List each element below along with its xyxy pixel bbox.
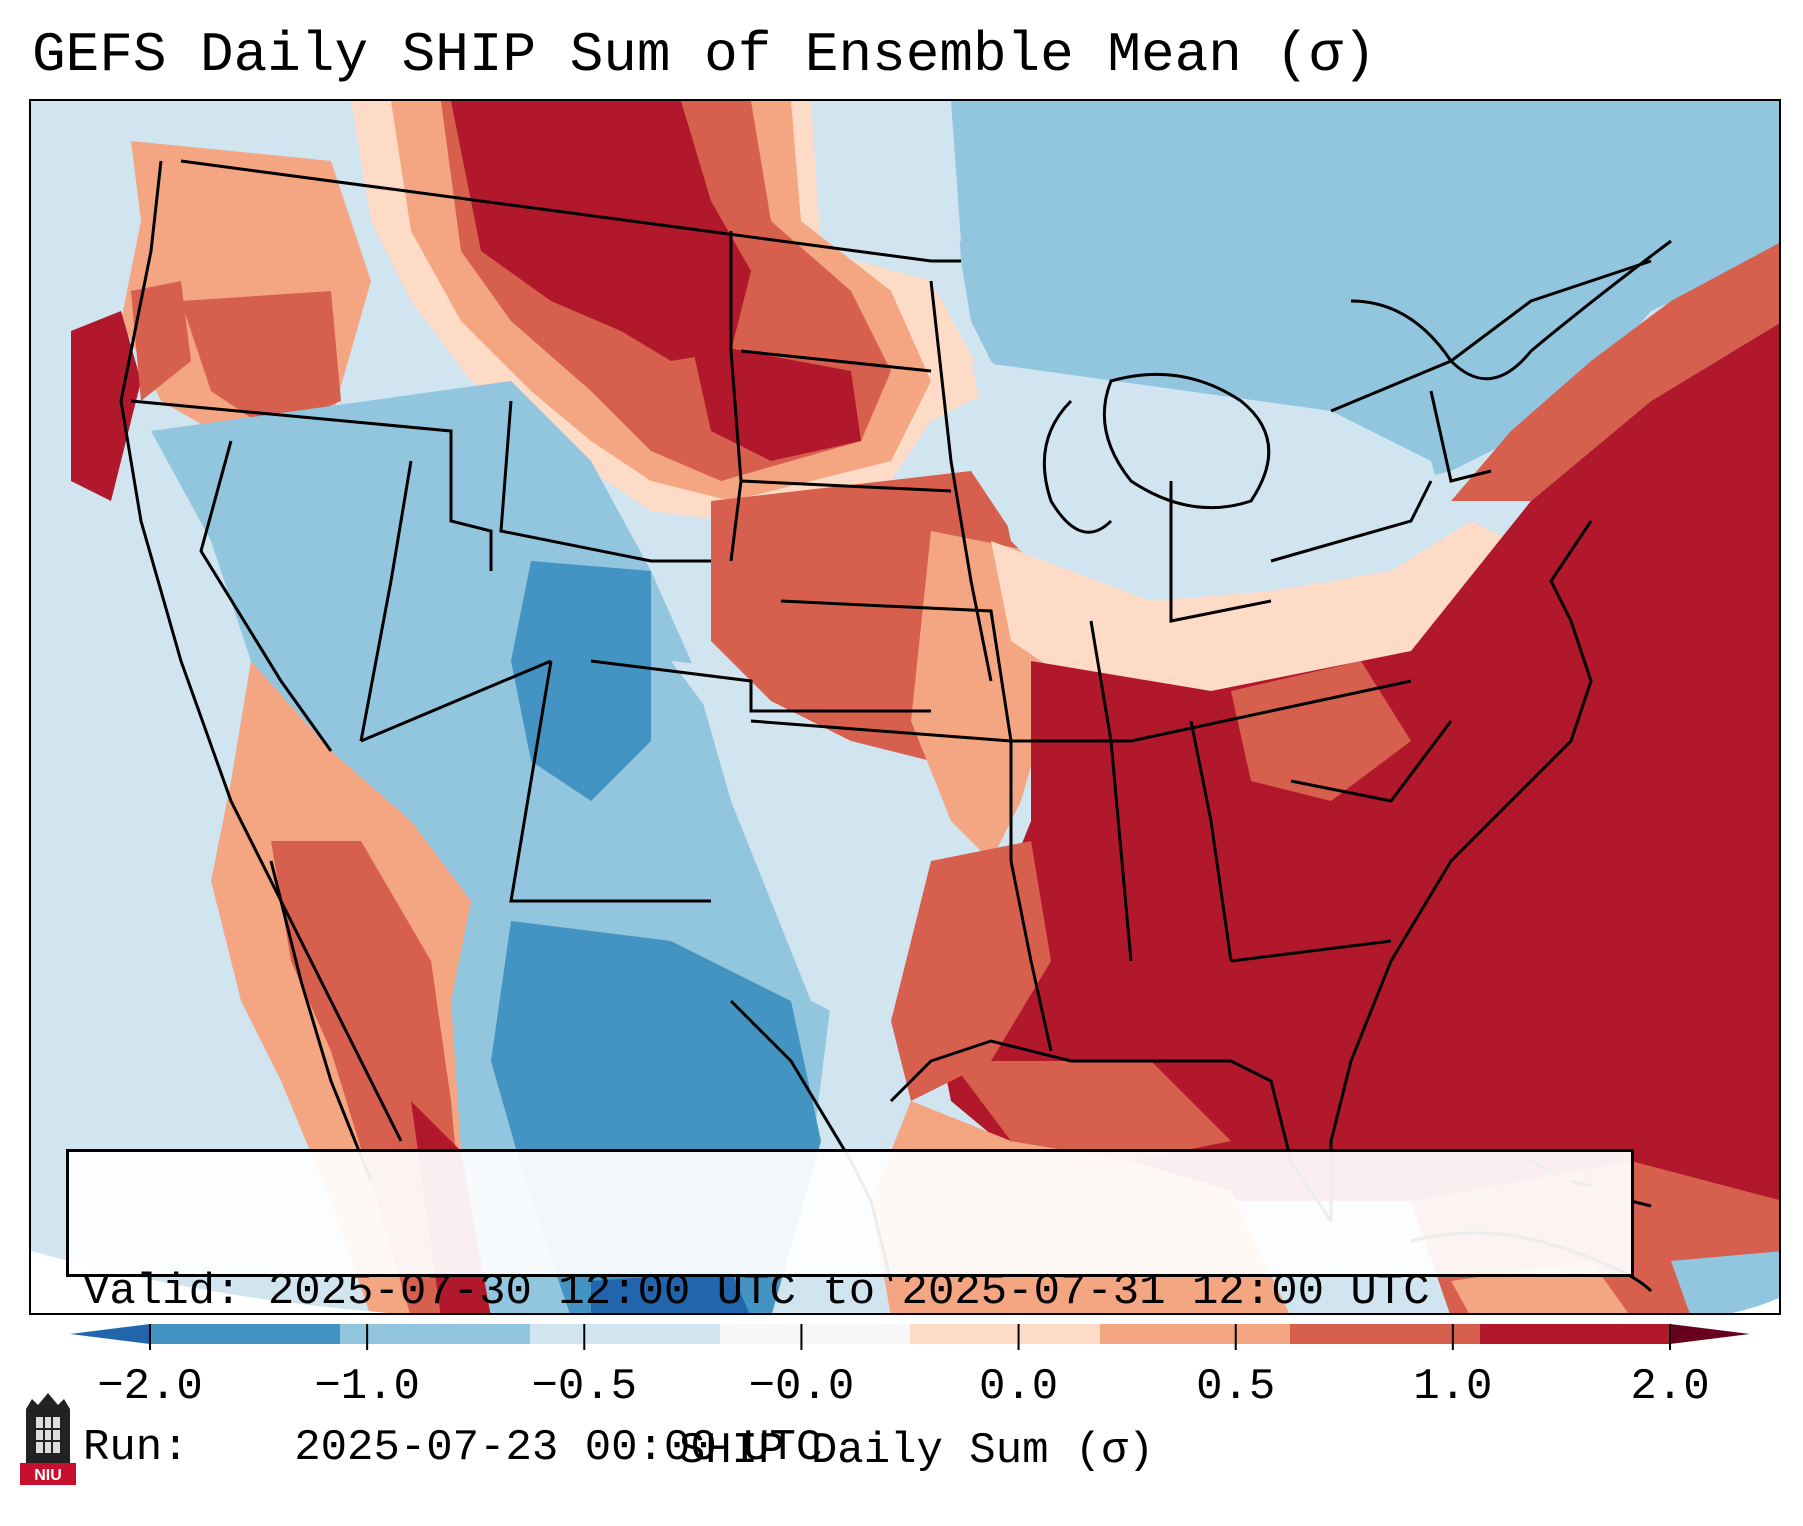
valid-line: Valid: 2025-07-30 12:00 UTC to 2025-07-3… bbox=[83, 1266, 1631, 1318]
region-caribbean-cool bbox=[1671, 1251, 1779, 1313]
us-canada-border bbox=[180, 159, 961, 263]
region-utah-colorado-deep bbox=[511, 561, 651, 801]
state-line-ok bbox=[750, 719, 1012, 743]
state-line-sc bbox=[1290, 720, 1453, 803]
atlantic-coastline bbox=[1329, 520, 1593, 1221]
state-line-oh bbox=[1169, 481, 1272, 623]
region-coast-max bbox=[71, 311, 141, 501]
valid-label: Valid: bbox=[83, 1267, 242, 1317]
state-line-ne-border bbox=[1330, 259, 1652, 413]
state-line-ks-mo bbox=[780, 599, 1013, 861]
tick-label: −1.0 bbox=[314, 1362, 420, 1412]
state-line-mn bbox=[929, 280, 993, 682]
logo-text: NIU bbox=[34, 1467, 62, 1484]
state-line-tn bbox=[1011, 679, 1412, 743]
region-gulf-west-warm bbox=[891, 841, 1051, 1101]
colorbar-segment bbox=[1480, 1324, 1671, 1344]
state-line-1 bbox=[130, 399, 493, 571]
colorbar-segments bbox=[150, 1324, 1671, 1344]
run-line: Run: 2025-07-23 00:00 UTC bbox=[83, 1422, 1631, 1474]
validity-info-box: Valid: 2025-07-30 12:00 UTC to 2025-07-3… bbox=[66, 1149, 1634, 1473]
tick-label: 0.5 bbox=[1196, 1362, 1276, 1412]
state-line-al-ga bbox=[1189, 720, 1233, 962]
colorbar-segment bbox=[530, 1324, 721, 1344]
colorbar-under-arrow bbox=[70, 1324, 150, 1344]
colorbar-segment bbox=[1100, 1324, 1291, 1344]
region-oregon-warm bbox=[181, 291, 341, 431]
tick-label: 0.0 bbox=[978, 1362, 1059, 1412]
chart-title: GEFS Daily SHIP Sum of Ensemble Mean (σ) bbox=[32, 23, 1377, 87]
logo-banner bbox=[20, 1463, 76, 1485]
state-line-nd-sd bbox=[740, 349, 932, 373]
state-line-sd-ne bbox=[740, 479, 952, 493]
colorbar-segment bbox=[340, 1324, 531, 1344]
region-ne-coast-warm bbox=[1451, 243, 1779, 501]
region-canada-central bbox=[811, 101, 961, 251]
run-label: Run: bbox=[83, 1423, 189, 1473]
state-line-vt-nh bbox=[1429, 390, 1492, 483]
great-lakes-outline bbox=[1102, 372, 1271, 510]
state-line-mt-dakota bbox=[729, 231, 743, 562]
state-line-fl bbox=[1230, 939, 1392, 963]
region-great-lakes-neutral bbox=[971, 361, 1451, 621]
boundary-lines bbox=[130, 159, 1652, 1052]
logo-window bbox=[36, 1417, 60, 1453]
anomaly-map bbox=[31, 101, 1779, 1313]
niu-logo-icon: NIU bbox=[20, 1393, 76, 1485]
state-line-nv-ut bbox=[359, 460, 413, 742]
projection-edge-right bbox=[1732, 1297, 1779, 1313]
state-line-wy bbox=[499, 400, 711, 563]
region-gulf-south-warm bbox=[951, 1061, 1231, 1161]
tick-label: −2.0 bbox=[97, 1362, 203, 1412]
colorbar-segment bbox=[910, 1324, 1101, 1344]
state-line-co-ks bbox=[590, 659, 931, 713]
projection-edge-left bbox=[31, 1251, 390, 1313]
valid-value: 2025-07-30 12:00 UTC to 2025-07-31 12:00… bbox=[267, 1267, 1430, 1317]
st-lawrence-outline bbox=[1350, 239, 1672, 381]
colorbar-segment bbox=[720, 1324, 911, 1344]
state-line-nv-ca bbox=[199, 440, 333, 752]
state-line-az-nm bbox=[509, 660, 711, 903]
map-panel bbox=[29, 99, 1781, 1315]
run-value: 2025-07-23 00:00 UTC bbox=[294, 1423, 823, 1473]
tick-label: 2.0 bbox=[1630, 1362, 1710, 1412]
tick-label: −0.0 bbox=[748, 1362, 855, 1412]
state-line-pa-ny bbox=[1270, 480, 1433, 563]
region-mexico-deepest bbox=[591, 1271, 750, 1313]
state-line-la bbox=[1009, 860, 1053, 1052]
logo-window-grid bbox=[36, 1417, 60, 1453]
baja-coastline bbox=[269, 860, 373, 1182]
tick-label: 1.0 bbox=[1413, 1362, 1493, 1412]
gulf-coastline bbox=[889, 1039, 1333, 1222]
colorbar-segment bbox=[1290, 1324, 1481, 1344]
region-ohio-light bbox=[991, 521, 1531, 691]
region-montana-max bbox=[451, 101, 751, 361]
state-line-ms-al bbox=[1089, 620, 1133, 962]
colorbar-over-arrow bbox=[1670, 1324, 1750, 1344]
west-coastline bbox=[119, 160, 403, 1142]
colorbar bbox=[70, 1324, 1750, 1350]
colorbar-segment bbox=[150, 1324, 341, 1344]
colorbar-label: SHIP Daily Sum (σ) bbox=[678, 1426, 1155, 1476]
lake-michigan-outline bbox=[1042, 399, 1113, 534]
colorbar-ticks bbox=[149, 1324, 1671, 1350]
tick-label: −0.5 bbox=[531, 1362, 638, 1412]
region-carolina-warm bbox=[1231, 661, 1411, 801]
region-coast-warm bbox=[131, 281, 191, 401]
state-line-ut-az bbox=[360, 659, 552, 743]
